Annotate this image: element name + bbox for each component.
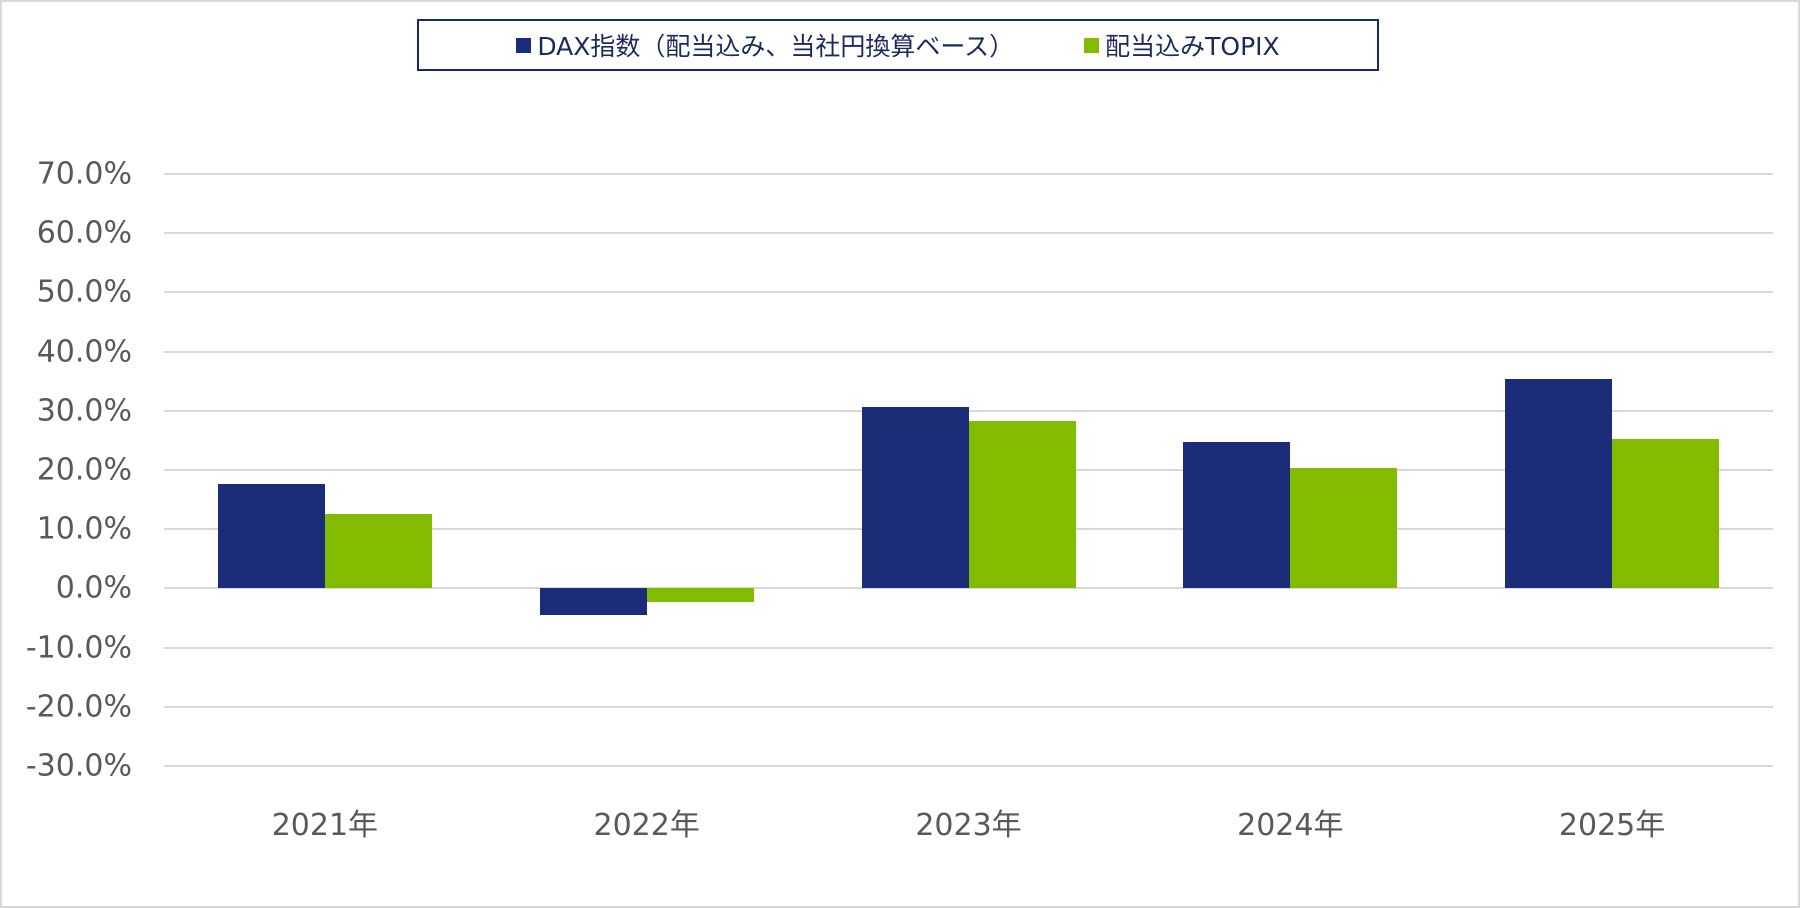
x-tick-label: 2024年 [1237,808,1344,843]
y-tick-label: -10.0% [25,630,132,666]
bar-topix-2022年 [646,588,754,602]
legend-swatch-topix [1084,37,1100,53]
legend-item-dax: DAX指数（配当込み、当社円換算ベース） [516,27,1014,63]
y-tick-label: 10.0% [36,511,132,547]
plot-area [164,173,1773,767]
gridline [164,587,1773,590]
y-tick-label: 40.0% [36,334,132,370]
gridline [164,232,1773,235]
y-tick-label: -20.0% [25,689,132,725]
bar-topix-2025年 [1612,438,1720,589]
gridline [164,409,1773,412]
chart-legend: DAX指数（配当込み、当社円換算ベース） 配当込みTOPIX [417,19,1379,71]
x-tick-label: 2025年 [1558,808,1666,843]
y-tick-label: 30.0% [36,393,132,429]
bar-dax-2024年 [1183,442,1291,589]
y-tick-label: 20.0% [36,452,132,488]
bar-topix-2021年 [324,514,432,589]
legend-swatch-dax [516,37,532,53]
legend-label-topix: 配当込みTOPIX [1105,32,1280,61]
y-tick-label: 0.0% [55,570,132,606]
gridline [164,765,1773,767]
x-tick-label: 2023年 [915,808,1022,843]
bar-dax-2025年 [1505,378,1613,589]
bar-dax-2023年 [861,406,969,589]
x-tick-label: 2021年 [271,808,379,843]
legend-item-topix: 配当込みTOPIX [1084,27,1280,63]
y-tick-label: -30.0% [25,748,132,784]
gridline [164,173,1773,175]
bar-dax-2022年 [539,588,647,616]
gridline [164,705,1773,708]
y-tick-label: 70.0% [36,156,132,192]
x-tick-label: 2022年 [593,808,700,843]
y-tick-label: 60.0% [36,215,132,251]
bar-dax-2021年 [217,484,325,589]
legend-label-dax: DAX指数（配当込み、当社円換算ベース） [537,32,1015,61]
bar-topix-2024年 [1290,467,1398,589]
bar-topix-2023年 [968,421,1076,589]
gridline [164,646,1773,649]
gridline [164,350,1773,353]
y-tick-label: 50.0% [36,274,132,310]
gridline [164,291,1773,294]
